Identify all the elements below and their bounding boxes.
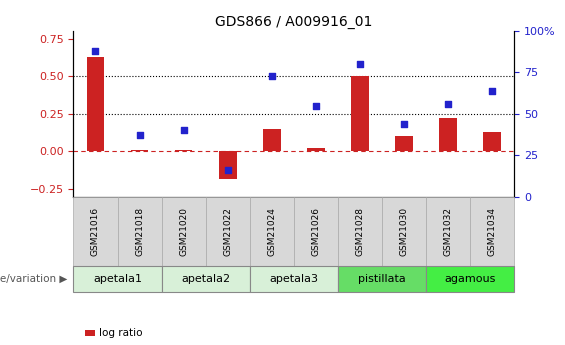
Text: GSM21030: GSM21030 — [399, 207, 408, 256]
Text: pistillata: pistillata — [358, 274, 406, 284]
Text: genotype/variation ▶: genotype/variation ▶ — [0, 274, 68, 284]
Point — [223, 167, 232, 173]
Bar — [131, 150, 149, 151]
Text: apetala1: apetala1 — [93, 274, 142, 284]
Point — [179, 128, 188, 133]
Point — [135, 132, 144, 138]
Point — [355, 61, 364, 67]
Point — [444, 101, 453, 107]
Bar — [86, 57, 105, 151]
Text: log ratio: log ratio — [99, 328, 142, 338]
Point — [267, 73, 276, 79]
Text: GSM21020: GSM21020 — [179, 207, 188, 256]
Point — [311, 103, 320, 108]
Text: GSM21024: GSM21024 — [267, 207, 276, 256]
Text: GSM21022: GSM21022 — [223, 207, 232, 256]
Bar — [439, 118, 457, 151]
Text: GSM21016: GSM21016 — [91, 207, 100, 256]
Text: apetala3: apetala3 — [270, 274, 318, 284]
Title: GDS866 / A009916_01: GDS866 / A009916_01 — [215, 14, 372, 29]
Text: apetala2: apetala2 — [181, 274, 230, 284]
Text: agamous: agamous — [445, 274, 496, 284]
Text: GSM21026: GSM21026 — [311, 207, 320, 256]
Text: GSM21032: GSM21032 — [444, 207, 453, 256]
Bar — [483, 132, 501, 151]
Text: GSM21018: GSM21018 — [135, 207, 144, 256]
Text: GSM21028: GSM21028 — [355, 207, 364, 256]
Bar — [263, 129, 281, 151]
Bar — [307, 148, 325, 151]
Point — [488, 88, 497, 93]
Bar — [175, 150, 193, 151]
Bar — [219, 151, 237, 179]
Text: GSM21034: GSM21034 — [488, 207, 497, 256]
Point — [399, 121, 408, 127]
Point — [91, 48, 100, 54]
Bar — [351, 76, 369, 151]
Bar — [395, 136, 413, 151]
